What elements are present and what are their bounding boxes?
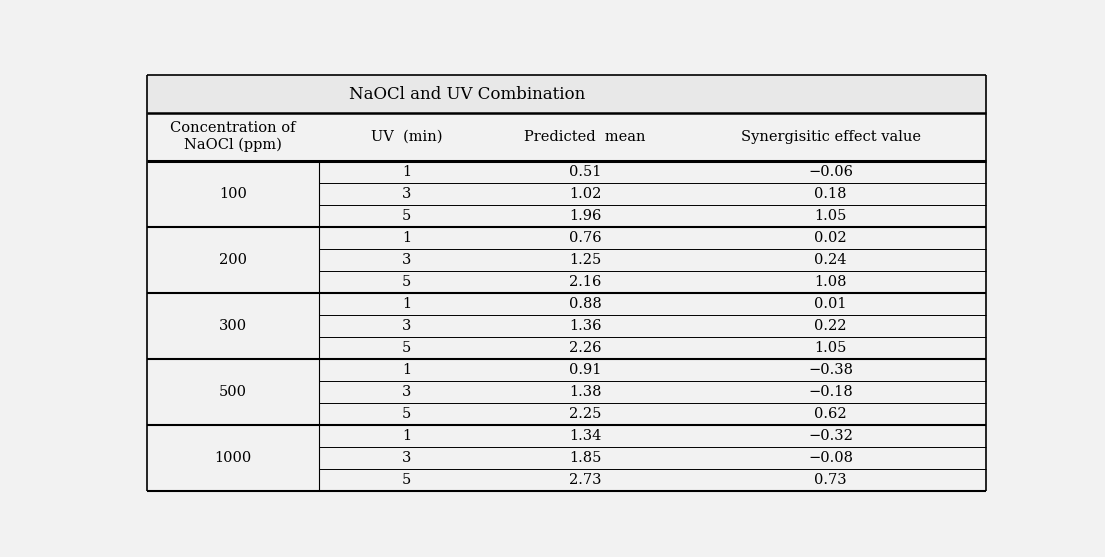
Bar: [147, 75, 986, 113]
Text: 5: 5: [402, 209, 411, 223]
Text: 100: 100: [219, 187, 246, 201]
Text: 300: 300: [219, 319, 246, 333]
Text: 1.02: 1.02: [569, 187, 601, 201]
Text: 1: 1: [402, 363, 411, 377]
Text: 3: 3: [402, 187, 411, 201]
Text: 1.05: 1.05: [814, 341, 846, 355]
Text: 1.38: 1.38: [569, 385, 601, 399]
Text: 2.16: 2.16: [569, 275, 601, 289]
Text: 0.91: 0.91: [569, 363, 601, 377]
Text: −0.06: −0.06: [808, 165, 853, 179]
Text: 3: 3: [402, 451, 411, 465]
Text: 3: 3: [402, 385, 411, 399]
Text: 5: 5: [402, 275, 411, 289]
Text: 0.62: 0.62: [814, 407, 848, 421]
Text: −0.08: −0.08: [808, 451, 853, 465]
Text: 0.51: 0.51: [569, 165, 601, 179]
Text: 1: 1: [402, 231, 411, 245]
Text: 1.08: 1.08: [814, 275, 846, 289]
Text: 0.76: 0.76: [569, 231, 601, 245]
Text: Concentration of
NaOCl (ppm): Concentration of NaOCl (ppm): [170, 121, 295, 152]
Text: 3: 3: [402, 253, 411, 267]
Text: 1: 1: [402, 429, 411, 443]
Text: 1: 1: [402, 165, 411, 179]
Text: 0.18: 0.18: [814, 187, 846, 201]
Text: 2.25: 2.25: [569, 407, 601, 421]
Text: 1: 1: [402, 297, 411, 311]
Text: 5: 5: [402, 341, 411, 355]
Text: 0.24: 0.24: [814, 253, 846, 267]
Text: 2.73: 2.73: [569, 473, 601, 487]
Text: 0.22: 0.22: [814, 319, 846, 333]
Text: −0.18: −0.18: [808, 385, 853, 399]
Text: 1.36: 1.36: [569, 319, 601, 333]
Text: −0.32: −0.32: [808, 429, 853, 443]
Text: 200: 200: [219, 253, 246, 267]
Text: 2.26: 2.26: [569, 341, 601, 355]
Text: 5: 5: [402, 473, 411, 487]
Text: 1000: 1000: [214, 451, 251, 465]
Text: 1.34: 1.34: [569, 429, 601, 443]
Text: Synergisitic effect value: Synergisitic effect value: [740, 130, 920, 144]
Text: 1.85: 1.85: [569, 451, 601, 465]
Text: 0.73: 0.73: [814, 473, 848, 487]
Text: 5: 5: [402, 407, 411, 421]
Text: UV  (min): UV (min): [371, 130, 443, 144]
Text: 500: 500: [219, 385, 246, 399]
Text: −0.38: −0.38: [808, 363, 853, 377]
Text: 0.02: 0.02: [814, 231, 848, 245]
Text: 0.01: 0.01: [814, 297, 846, 311]
Text: 3: 3: [402, 319, 411, 333]
Text: 1.96: 1.96: [569, 209, 601, 223]
Text: Predicted  mean: Predicted mean: [525, 130, 646, 144]
Text: 1.25: 1.25: [569, 253, 601, 267]
Text: NaOCl and UV Combination: NaOCl and UV Combination: [349, 86, 585, 102]
Text: 0.88: 0.88: [569, 297, 601, 311]
Text: 1.05: 1.05: [814, 209, 846, 223]
